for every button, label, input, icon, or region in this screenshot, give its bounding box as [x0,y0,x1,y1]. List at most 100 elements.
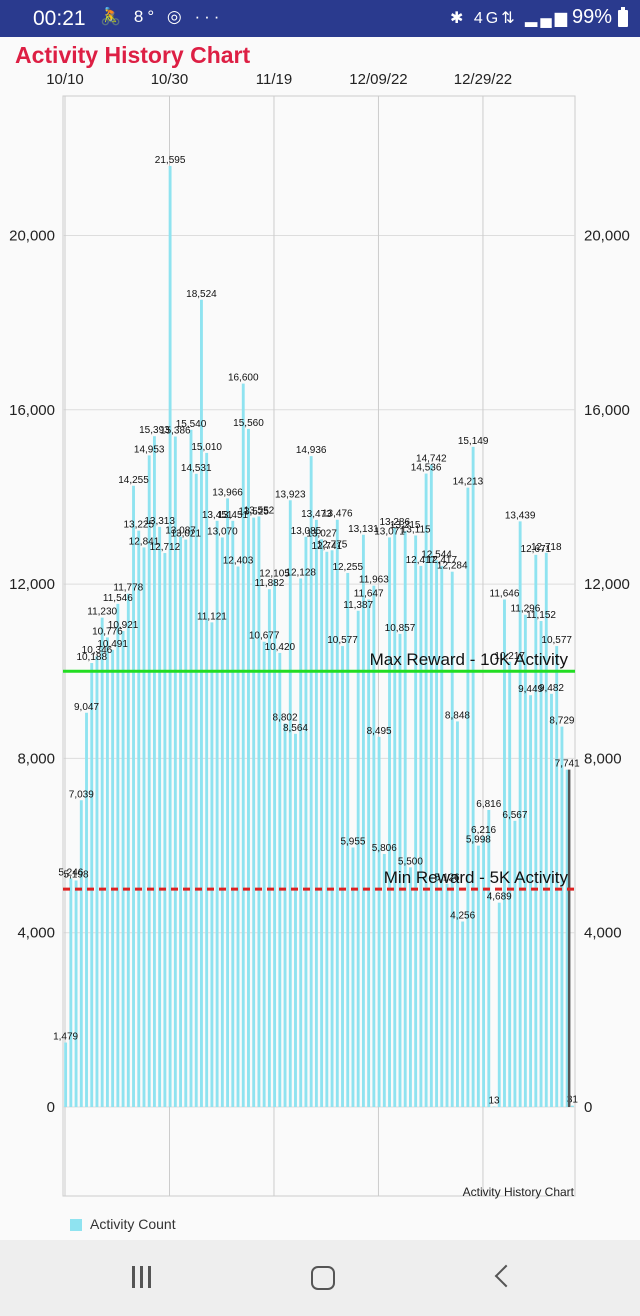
bar-value-label: 18,524 [186,289,217,300]
bar-value-label: 6,216 [471,825,496,836]
bar [241,383,245,1107]
back-button[interactable] [478,1258,528,1298]
bar-value-label: 14,536 [411,463,442,474]
bar-value-label: 13 [488,1095,500,1106]
bar [283,723,287,1107]
bar-value-label: 9,482 [539,683,564,694]
bar-value-label: 11,152 [526,610,556,621]
bar-value-label: 11,647 [354,588,384,599]
bar-value-label: 10,577 [541,635,572,646]
bar-value-label: 6,567 [502,810,527,821]
bar [476,845,480,1107]
instagram-icon: ◎ [166,7,186,26]
bar-value-label: 13,313 [144,516,175,527]
bar [497,902,501,1107]
bar [555,646,559,1107]
bar [419,565,423,1107]
bar-value-label: 5,198 [64,869,89,880]
recent-apps-button[interactable] [118,1258,168,1298]
bar [278,652,282,1107]
bar-value-label: 11,296 [510,604,540,615]
bar-value-label: 13,286 [379,517,410,528]
back-icon [494,1264,518,1288]
bar [560,726,564,1107]
bluetooth-icon: ✱ [449,10,467,27]
bar [435,560,438,1107]
status-time: 00:21 [33,7,86,30]
y-tick-label-right: 16,000 [584,402,630,419]
bar-value-label: 13,439 [505,510,536,521]
bar [466,487,470,1107]
bar-value-label: 12,718 [531,542,562,553]
bar [194,473,198,1107]
bar-value-label: 12,841 [129,536,160,547]
bar-value-label: 13,070 [207,526,238,537]
bar-value-label: 10,420 [265,642,296,653]
bar [173,436,177,1107]
bar [168,165,172,1107]
y-tick-label-left: 4,000 [17,925,55,942]
bar-value-label: 8,848 [445,710,470,721]
bar-value-label: 14,742 [416,454,447,465]
bar [325,551,329,1107]
notification-icons: 🚴 8° ◎ ··· [100,7,223,27]
bar [215,520,219,1107]
bar [382,853,386,1107]
bar-value-label: 13,021 [170,529,201,540]
bar [236,566,240,1107]
bar [90,663,94,1107]
bar [309,456,313,1107]
chart-bars [64,165,574,1108]
bar [294,733,297,1107]
bar-value-label: 14,936 [296,445,327,456]
bar-value-label: 12,403 [223,556,254,567]
bar-value-label: 15,149 [458,436,489,447]
bar-value-label: 10,217 [494,651,525,662]
bar [565,769,569,1107]
bar-value-label: 13,225 [123,520,154,531]
reference-lines: Max Reward - 10K Activity Min Reward - 5K… [63,650,575,1107]
x-tick-label: 10/30 [151,71,189,88]
bar [257,516,261,1107]
bar [346,572,350,1107]
bar-value-label: 13,451 [217,510,248,521]
bar-value-label: 12,417 [426,555,457,566]
bar-value-label: 13,966 [212,487,243,498]
bar [351,847,355,1107]
chart-watermark-label: Activity History Chart [463,1185,575,1199]
bar-value-label: 13,085 [291,526,322,537]
bar-value-label: 11,230 [87,607,117,618]
bar-value-label: 8,729 [549,716,574,727]
bar [529,695,533,1107]
bar-value-label: 10,857 [385,623,416,634]
bar [184,539,188,1107]
bar-value-label: 13,115 [401,524,431,535]
bar [299,578,303,1107]
bar [388,537,391,1107]
bar-value-label: 13,451 [202,510,233,521]
bar [189,429,193,1107]
bar-value-label: 12,775 [317,539,348,550]
y-tick-label-right: 20,000 [584,227,630,244]
bar-value-label: 16,600 [228,373,259,384]
chart-title: Activity History Chart [15,42,251,68]
bar [503,599,506,1107]
navigation-bar [0,1240,640,1316]
bar [252,517,256,1107]
status-bar: 00:21 🚴 8° ◎ ··· ✱ 4G⇅ ▂▄▆ 99% [0,0,640,37]
home-button[interactable] [298,1258,348,1298]
bar [398,633,402,1107]
bar-value-label: 15,386 [160,426,191,437]
bar-value-label: 13,027 [306,528,337,539]
bar-value-label: 12,544 [421,549,452,560]
bar [69,878,73,1107]
bar [534,554,538,1107]
bar-value-label: 13,131 [348,524,379,535]
bar-value-label: 9,449 [518,684,543,695]
bar-value-label: 8,802 [273,712,298,723]
bar-value-label: 15,010 [191,442,222,453]
bar-value-label: 11,546 [103,593,133,604]
bar [508,661,512,1107]
bar [267,589,271,1107]
